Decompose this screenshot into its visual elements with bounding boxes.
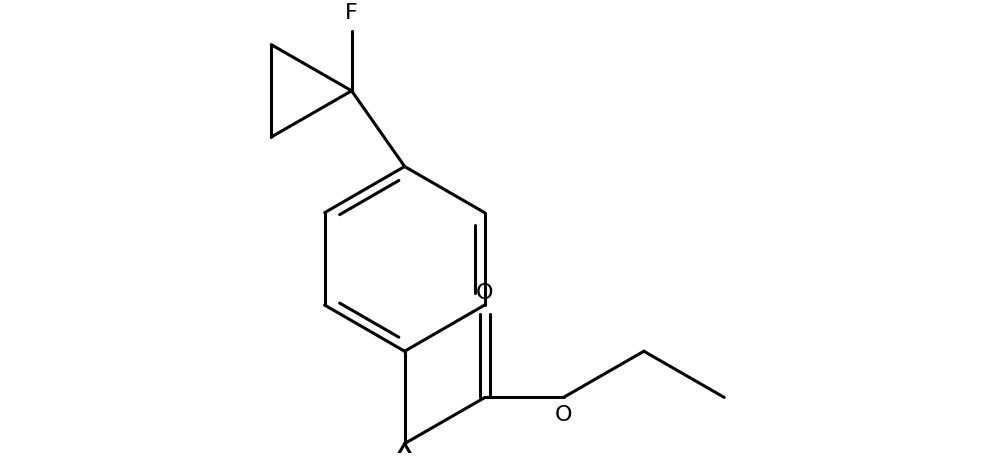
Text: F: F <box>345 3 358 23</box>
Text: O: O <box>476 283 494 303</box>
Text: O: O <box>555 405 573 425</box>
